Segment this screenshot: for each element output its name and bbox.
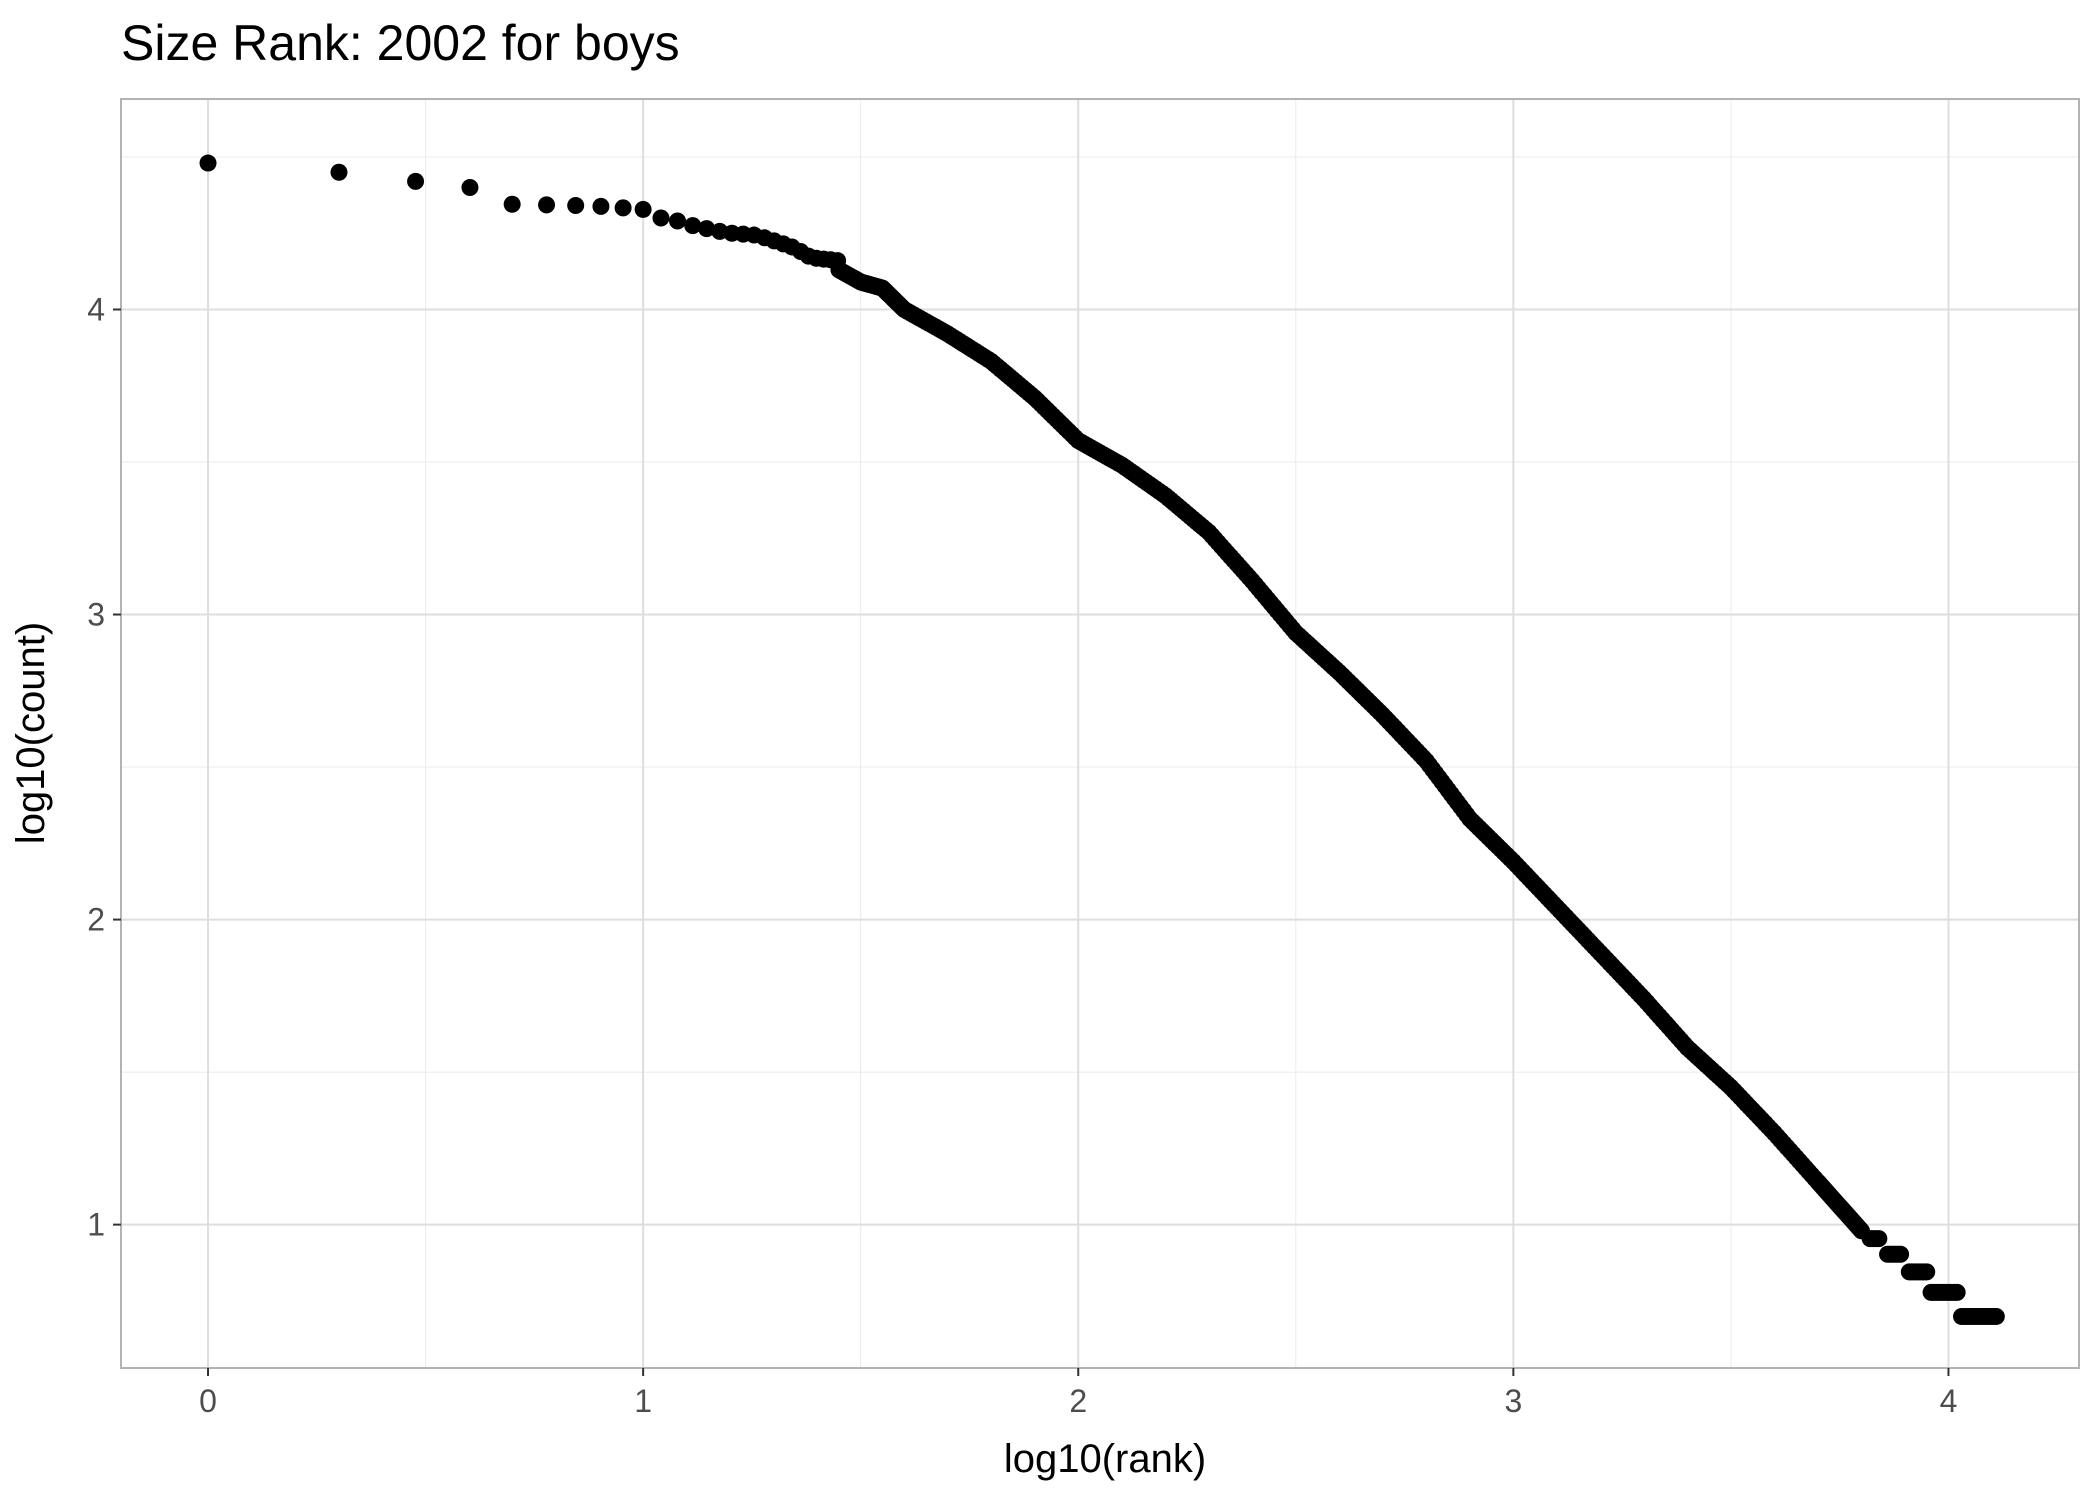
panel-border [120,98,2080,1369]
data-point [1918,1263,1936,1281]
y-tick-label: 3 [87,597,105,633]
y-axis-title: log10(count) [9,622,53,844]
data-point [1948,1283,1966,1301]
data-point [567,196,585,214]
data-point [461,178,479,196]
data-point [614,199,632,217]
data-point [684,217,702,235]
x-tick-label: 4 [1940,1383,1958,1419]
y-tick-label: 1 [87,1207,105,1243]
y-tick-label: 2 [87,902,105,938]
data-point [634,200,652,218]
data-point [1870,1230,1888,1248]
data-point [407,172,425,190]
chart-title: Size Rank: 2002 for boys [121,15,680,71]
x-axis-ticks: 0 1 2 3 4 [199,1368,1957,1419]
x-tick-label: 3 [1504,1383,1522,1419]
data-points [199,154,2005,1325]
grid-major [121,99,2079,1368]
data-point [652,209,670,227]
data-point [1987,1307,2005,1325]
data-point [503,195,521,213]
data-point [698,220,716,238]
x-tick-label: 0 [199,1383,217,1419]
x-tick-label: 2 [1069,1383,1087,1419]
data-point [592,197,610,215]
data-point [1892,1245,1910,1263]
y-axis-ticks: 1 2 3 4 [87,291,121,1243]
data-point [669,212,687,230]
x-axis-title: log10(rank) [1004,1437,1206,1481]
data-point [199,154,217,172]
y-tick-label: 4 [87,291,105,327]
data-point [330,163,348,181]
x-tick-label: 1 [634,1383,652,1419]
data-point [538,196,556,214]
